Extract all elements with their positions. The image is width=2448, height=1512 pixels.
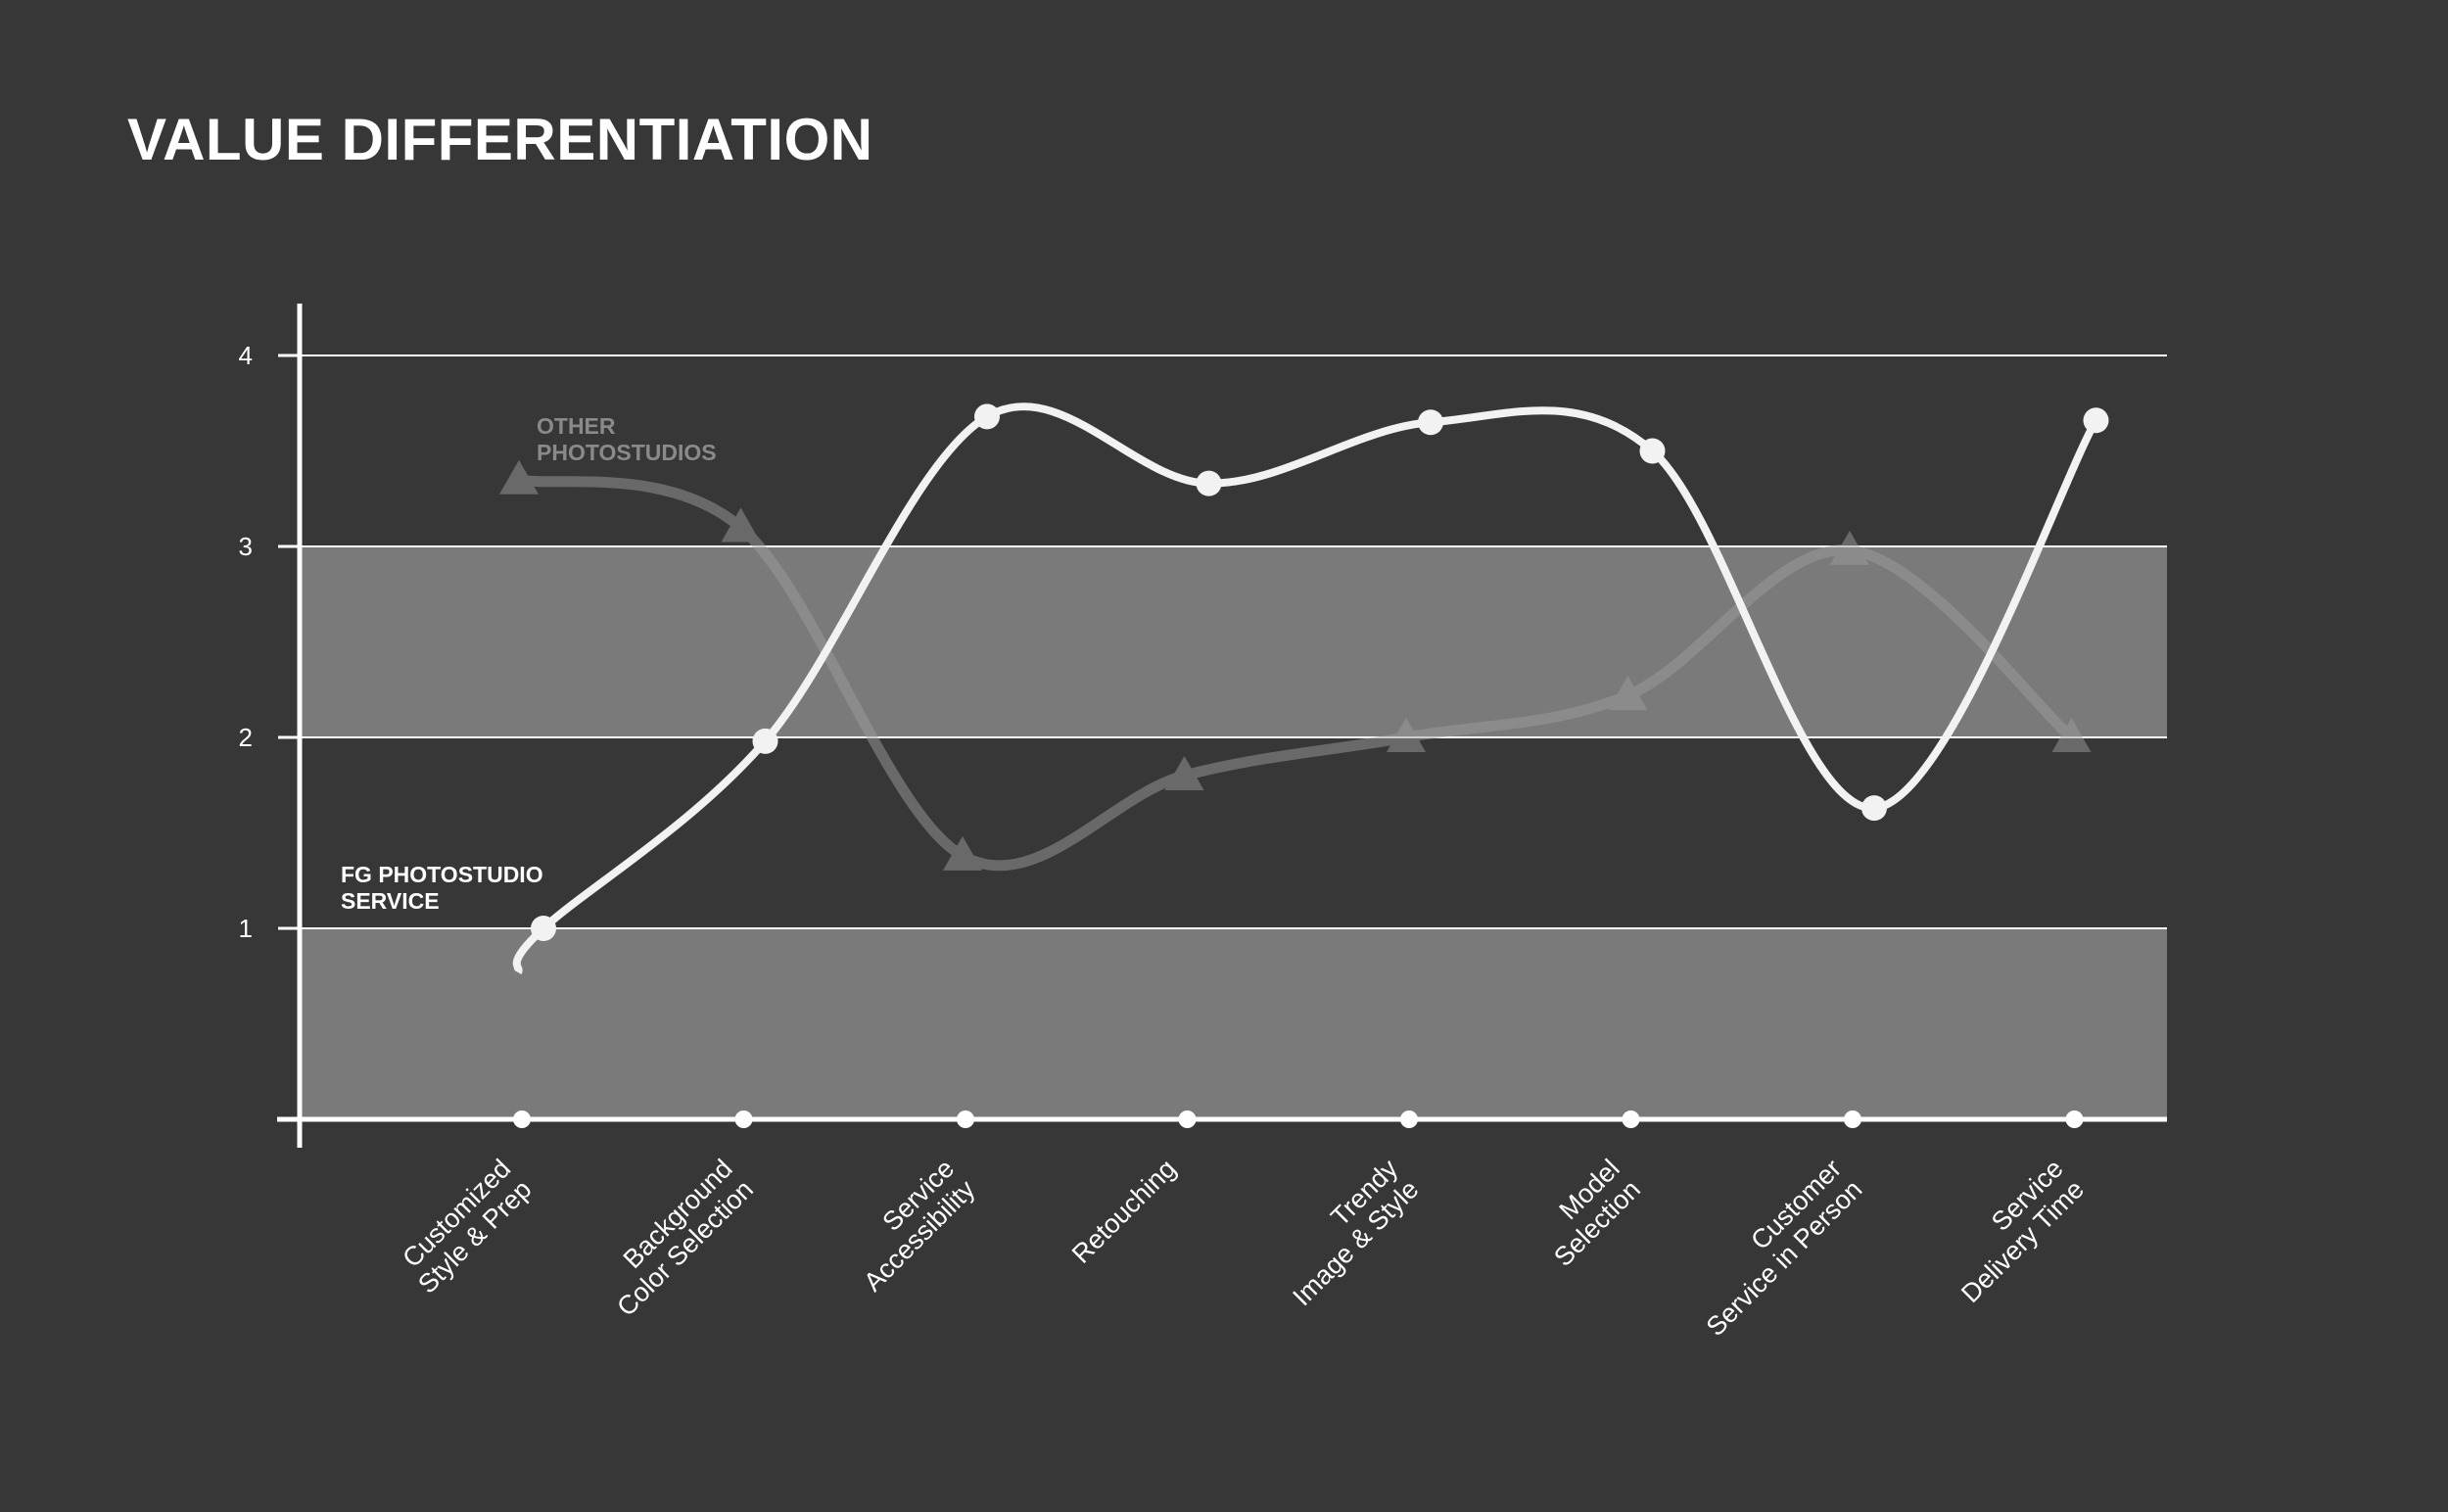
x-axis-dot-1 [734, 1110, 753, 1128]
series-label-line: PHOTOSTUDIOS [537, 440, 717, 465]
series-label-other-photostudios: OTHER PHOTOSTUDIOS [537, 413, 717, 465]
point-fg-3 [1196, 470, 1222, 496]
x-category-label-0: CustomizedStyle & Prep [392, 1154, 538, 1299]
x-category-label-3: Retouching [1066, 1154, 1182, 1269]
point-other-1 [721, 507, 761, 543]
point-other-0 [499, 459, 539, 495]
point-other-7 [2051, 718, 2092, 752]
point-other-3 [1164, 756, 1204, 790]
x-axis-dot-3 [1178, 1110, 1197, 1128]
chart-title: VALUE DIFFERENTIATION [127, 107, 873, 172]
point-fg-1 [752, 728, 778, 754]
x-axis-dot-2 [957, 1110, 974, 1128]
x-category-label-5: ModelSelection [1528, 1154, 1646, 1272]
series-label-fg-photostudio: FG PHOTOSTUDIO SERVICE [341, 862, 543, 914]
x-category-label-4: TrendyImage & Style [1266, 1154, 1425, 1312]
point-other-4 [1387, 718, 1426, 752]
y-tick-label-2: 2 [239, 723, 253, 752]
x-category-label-2: ServiceAccessibility [837, 1154, 981, 1298]
y-tick-label-1: 1 [239, 914, 253, 943]
series-label-line: FG PHOTOSTUDIO [341, 862, 543, 887]
series-other-photostudios [499, 459, 2092, 872]
x-category-label-6: CustomerService in Person [1679, 1154, 1867, 1342]
x-axis-dot-0 [513, 1110, 531, 1128]
series-line-other-photostudios [513, 474, 2077, 872]
point-fg-2 [974, 403, 1000, 430]
point-other-5 [1608, 676, 1648, 711]
x-category-label-line: Retouching [1066, 1154, 1182, 1269]
point-other-6 [1830, 530, 1869, 565]
point-fg-7 [2083, 407, 2109, 434]
x-category-label-1: BackgroundColor Selection [590, 1154, 759, 1322]
y-tick-label-3: 3 [239, 532, 253, 561]
point-fg-6 [1861, 795, 1887, 822]
point-fg-0 [531, 916, 556, 941]
series-label-line: SERVICE [341, 888, 440, 914]
point-fg-5 [1639, 438, 1666, 464]
point-fg-4 [1418, 409, 1443, 436]
x-axis-dot-4 [1400, 1110, 1418, 1128]
x-axis-dot-7 [2065, 1110, 2084, 1128]
x-axis-dot-5 [1622, 1110, 1640, 1128]
shaded-band-1 [300, 546, 2167, 737]
y-tick-label-4: 4 [239, 341, 253, 370]
shaded-band-0 [300, 928, 2167, 1119]
point-other-2 [943, 835, 982, 871]
x-axis-dot-6 [1844, 1110, 1861, 1128]
series-label-line: OTHER [537, 413, 616, 439]
x-category-label-7: ServiceDelivery Time [1935, 1154, 2090, 1308]
